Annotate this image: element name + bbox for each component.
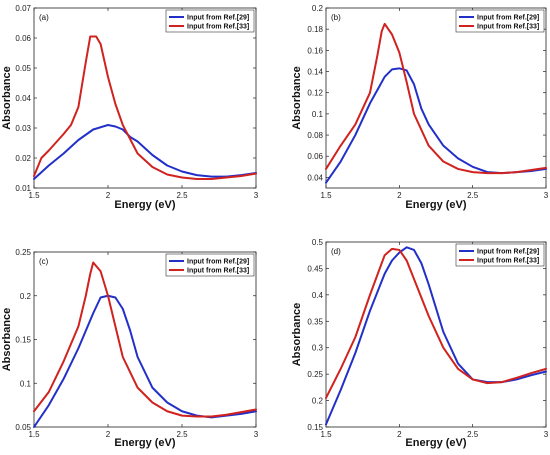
legend-entry-2: Input from Ref.[33] (477, 258, 539, 265)
y-tick-label: 0.35 (307, 317, 323, 326)
y-tick-label: 0.05 (15, 64, 31, 73)
plot-frame (33, 251, 257, 428)
legend: Input from Ref.[29] Input from Ref.[33] (455, 243, 545, 267)
y-tick-label: 0.15 (15, 336, 31, 345)
y-tick-label: 0.02 (15, 154, 31, 163)
panel-label: (b) (331, 13, 341, 22)
legend: Input from Ref.[29] Input from Ref.[33] (165, 9, 255, 33)
panel-label: (a) (39, 13, 49, 22)
x-tick-label: 1.5 (28, 430, 40, 439)
y-axis-label: Absorbance (291, 66, 303, 130)
legend-entry-2: Input from Ref.[33] (187, 268, 249, 275)
y-tick-label: 0.25 (307, 370, 323, 379)
y-tick-label: 0.18 (307, 25, 323, 34)
y-tick-label: 0.4 (312, 291, 324, 300)
legend-entry-1: Input from Ref.[29] (187, 15, 249, 22)
y-tick-label: 0.25 (15, 248, 31, 257)
y-tick-label: 0.04 (307, 173, 323, 182)
x-tick-label: 3 (254, 191, 259, 200)
series-line-1 (33, 124, 257, 180)
panel-label: (d) (331, 247, 341, 256)
series-line-2 (33, 35, 257, 180)
y-tick-label: 0.15 (307, 423, 323, 432)
y-axis-label: Absorbance (1, 308, 13, 372)
x-tick-label: 2.5 (176, 191, 188, 200)
y-tick-label: 0.04 (15, 94, 31, 103)
y-tick-label: 0.2 (312, 397, 324, 406)
y-tick-label: 0.45 (307, 264, 323, 273)
x-axis-label: Energy (eV) (405, 199, 466, 211)
x-tick-label: 2 (397, 191, 402, 200)
y-tick-label: 0.06 (307, 152, 323, 161)
x-tick-label: 1.5 (320, 430, 332, 439)
y-axis-label: Absorbance (291, 303, 303, 367)
x-tick-label: 3 (254, 430, 259, 439)
series-line-2 (33, 261, 257, 418)
x-tick-label: 3 (544, 430, 549, 439)
legend-entry-2: Input from Ref.[33] (187, 24, 249, 31)
y-tick-label: 0.2 (20, 292, 32, 301)
panel-label: (c) (39, 257, 49, 266)
x-axis-label: Energy (eV) (114, 199, 175, 211)
plot-frame (325, 7, 547, 189)
legend-entry-1: Input from Ref.[29] (187, 259, 249, 266)
y-tick-label: 0.12 (307, 89, 323, 98)
y-tick-label: 0.16 (307, 46, 323, 55)
y-tick-label: 0.2 (312, 4, 324, 13)
y-axis-label: Absorbance (1, 66, 13, 130)
chart-panel-3: 1.5 2 2.5 3 0.05 0.1 0.15 0.2 0.25 Energy (eV) Abs… (1, 248, 259, 449)
legend-box (165, 9, 255, 33)
x-tick-label: 3 (544, 191, 549, 200)
y-tick-label: 0.5 (312, 238, 324, 247)
y-tick-label: 0.06 (15, 34, 31, 43)
y-tick-label: 0.14 (307, 68, 323, 77)
x-tick-label: 2.5 (176, 430, 188, 439)
legend-box (455, 243, 545, 267)
y-tick-label: 0.07 (15, 4, 31, 13)
y-tick-label: 0.01 (15, 184, 31, 193)
x-tick-label: 1.5 (320, 191, 332, 200)
legend: Input from Ref.[29] Input from Ref.[33] (455, 9, 545, 33)
legend-entry-2: Input from Ref.[33] (477, 24, 539, 31)
x-axis-label: Energy (eV) (114, 437, 175, 449)
y-tick-label: 0.1 (20, 379, 32, 388)
chart-panel-4: 1.5 2 2.5 3 0.15 0.2 0.25 0.3 0.35 0.4 0.45 0.5 Ener… (291, 238, 549, 449)
y-tick-label: 0.1 (312, 110, 324, 119)
legend-box (455, 9, 545, 33)
chart-panel-1: 1.5 2 2.5 3 0.01 0.02 0.03 0.04 0.05 0.06 0.07 Ener… (1, 4, 259, 211)
legend-entry-1: Input from Ref.[29] (477, 15, 539, 22)
legend-box (165, 253, 255, 277)
x-tick-label: 2.5 (467, 191, 479, 200)
legend: Input from Ref.[29] Input from Ref.[33] (165, 253, 255, 277)
plot-frame (325, 241, 547, 428)
series-line-2 (325, 247, 547, 399)
plot-frame (33, 7, 257, 189)
y-tick-label: 0.08 (307, 131, 323, 140)
legend-entry-1: Input from Ref.[29] (477, 249, 539, 256)
x-tick-label: 1.5 (28, 191, 40, 200)
chart-panel-2: 1.5 2 2.5 3 0.04 0.06 0.08 0.1 0.12 0.14 0.16 0.18 0… (291, 4, 549, 211)
x-tick-label: 2 (106, 430, 111, 439)
y-tick-label: 0.3 (312, 344, 324, 353)
x-tick-label: 2 (106, 191, 111, 200)
x-axis-label: Energy (eV) (405, 437, 466, 449)
series-line-2 (325, 22, 547, 175)
x-tick-label: 2 (397, 430, 402, 439)
x-tick-label: 2.5 (467, 430, 479, 439)
y-tick-label: 0.03 (15, 124, 31, 133)
y-tick-label: 0.05 (15, 423, 31, 432)
